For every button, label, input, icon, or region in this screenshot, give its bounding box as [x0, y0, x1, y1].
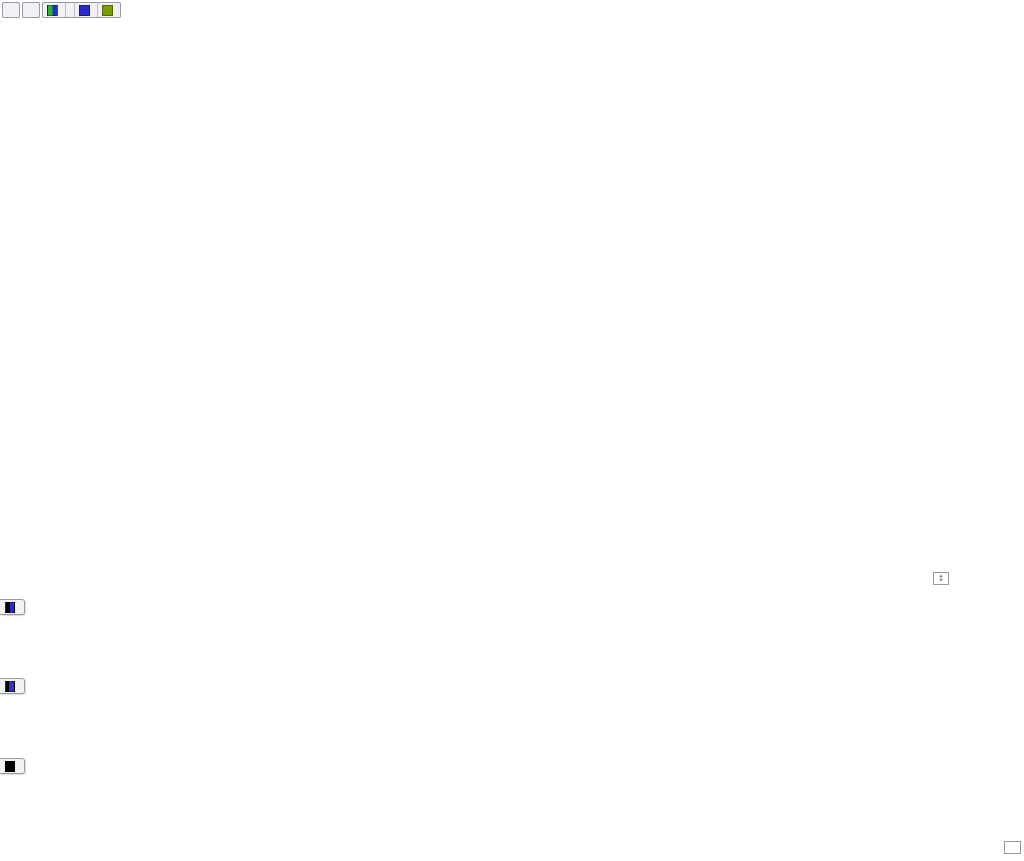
rsi-icon	[5, 760, 15, 772]
legend-koers[interactable]	[43, 3, 66, 17]
scale-up-button[interactable]	[22, 2, 40, 18]
stochastic-panel-chip[interactable]	[0, 678, 25, 694]
axis-settings-button[interactable]	[1004, 841, 1021, 854]
sma200-swatch-icon	[79, 4, 90, 16]
legend-list-button[interactable]	[66, 3, 75, 17]
macd-icon	[5, 601, 15, 613]
rsi-panel-chip[interactable]	[0, 758, 25, 774]
legend-sma50[interactable]	[98, 3, 120, 17]
scale-down-button[interactable]	[2, 2, 20, 18]
sma50-swatch-icon	[102, 4, 113, 16]
legend-sma200[interactable]	[75, 3, 98, 17]
chart-toolbar	[2, 2, 121, 18]
panel-resize-button[interactable]: ↕	[933, 572, 949, 585]
legend-group	[42, 2, 121, 18]
stochastic-icon	[5, 680, 15, 692]
macd-panel-chip[interactable]	[0, 599, 25, 615]
attribution-bar	[0, 586, 962, 597]
candlestick-icon	[47, 4, 58, 16]
